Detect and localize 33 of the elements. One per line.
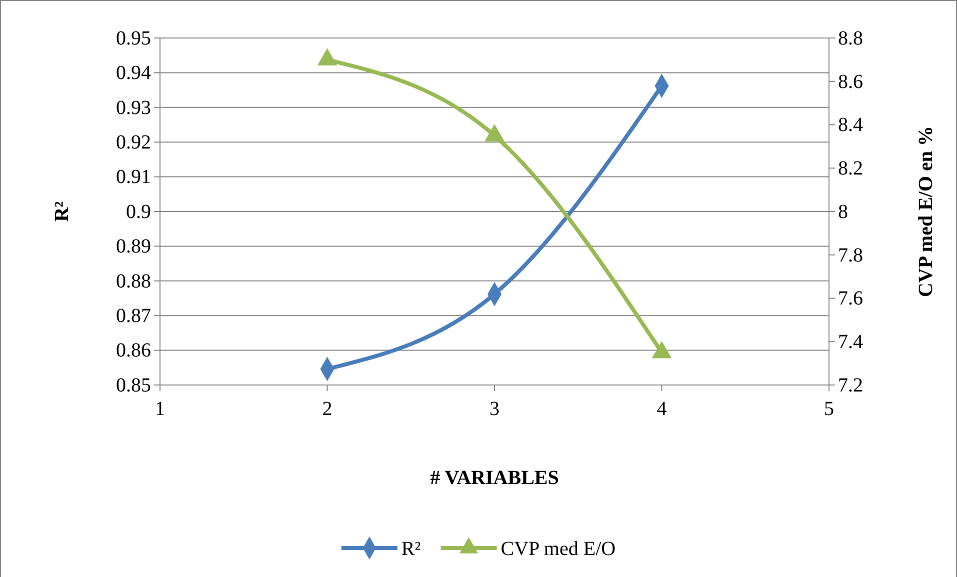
y2-tick-label: 8.2 xyxy=(838,158,863,180)
point xyxy=(317,48,338,66)
y2-tick-label: 7.2 xyxy=(838,374,863,396)
y2-tick-label: 8.6 xyxy=(838,70,863,93)
y2-tick-label: 8.4 xyxy=(838,114,863,136)
x-tick-label: 5 xyxy=(824,398,834,420)
y-tick-label: 0.86 xyxy=(116,340,151,362)
y-tick-label: 0.85 xyxy=(116,374,151,396)
x-tick-label: 4 xyxy=(656,398,667,420)
legend-label: CVP med E/O xyxy=(500,538,616,560)
legend-label: R² xyxy=(401,538,421,560)
y-tick-label: 0.94 xyxy=(116,62,151,84)
y-tick-label: 0.91 xyxy=(116,166,151,188)
y-tick-label: 0.87 xyxy=(116,305,151,327)
point xyxy=(652,341,672,358)
y-tick-label: 0.88 xyxy=(116,270,151,292)
y2-tick-label: 8.8 xyxy=(838,27,863,50)
x-tick-label: 1 xyxy=(155,398,165,420)
x-tick-label: 3 xyxy=(490,398,500,420)
y-tick-label: 0.9 xyxy=(126,200,151,223)
y2-tick-label: 8 xyxy=(838,200,848,223)
y-tick-label: 0.92 xyxy=(116,132,151,154)
y2-tick-label: 7.4 xyxy=(838,331,863,354)
x-tick-label: 2 xyxy=(322,398,332,420)
y-tick-label: 0.89 xyxy=(116,236,151,258)
x-axis-title: # VARIABLES xyxy=(430,467,559,489)
y-tick-label: 0.93 xyxy=(116,96,151,119)
point xyxy=(484,124,504,142)
y2-axis-title: CVP med E/O en % xyxy=(915,126,937,298)
y2-tick-label: 7.6 xyxy=(838,288,863,310)
y-tick-label: 0.95 xyxy=(116,27,151,50)
y-axis-title: R² xyxy=(51,201,73,222)
y2-tick-label: 7.8 xyxy=(838,244,863,266)
